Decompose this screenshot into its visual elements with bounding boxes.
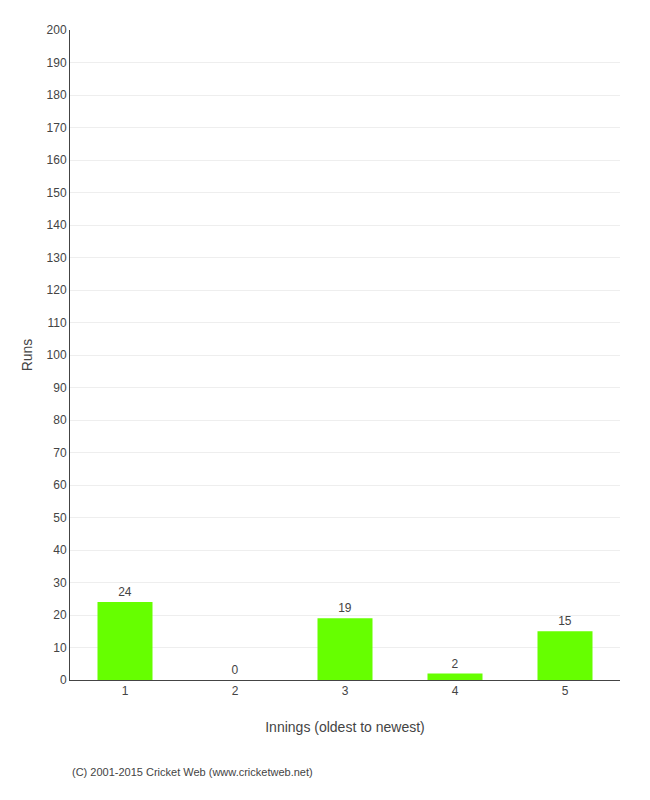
svg-text:2: 2 [452,657,459,671]
svg-text:150: 150 [47,186,67,200]
svg-text:15: 15 [558,614,572,628]
svg-text:40: 40 [53,543,67,557]
svg-text:100: 100 [47,348,67,362]
svg-text:Runs: Runs [19,339,35,372]
svg-text:1: 1 [122,684,129,698]
svg-text:180: 180 [47,88,67,102]
svg-text:160: 160 [47,153,67,167]
svg-text:70: 70 [53,446,67,460]
svg-text:170: 170 [47,121,67,135]
svg-text:80: 80 [53,413,67,427]
svg-text:0: 0 [232,663,239,677]
svg-text:140: 140 [47,218,67,232]
svg-text:3: 3 [342,684,349,698]
svg-text:190: 190 [47,56,67,70]
svg-text:19: 19 [338,601,352,615]
svg-text:30: 30 [53,576,67,590]
svg-text:5: 5 [562,684,569,698]
svg-text:200: 200 [47,23,67,37]
svg-text:130: 130 [47,251,67,265]
svg-text:10: 10 [53,641,67,655]
svg-text:120: 120 [47,283,67,297]
svg-text:4: 4 [452,684,459,698]
svg-text:(C) 2001-2015 Cricket Web (www: (C) 2001-2015 Cricket Web (www.cricketwe… [72,766,313,778]
svg-text:24: 24 [118,585,132,599]
svg-text:50: 50 [53,511,67,525]
svg-text:2: 2 [232,684,239,698]
svg-text:20: 20 [53,608,67,622]
svg-text:60: 60 [53,478,67,492]
svg-text:110: 110 [47,316,66,330]
svg-text:90: 90 [53,381,67,395]
svg-text:0: 0 [60,673,67,687]
svg-text:Innings (oldest to newest): Innings (oldest to newest) [265,719,425,735]
